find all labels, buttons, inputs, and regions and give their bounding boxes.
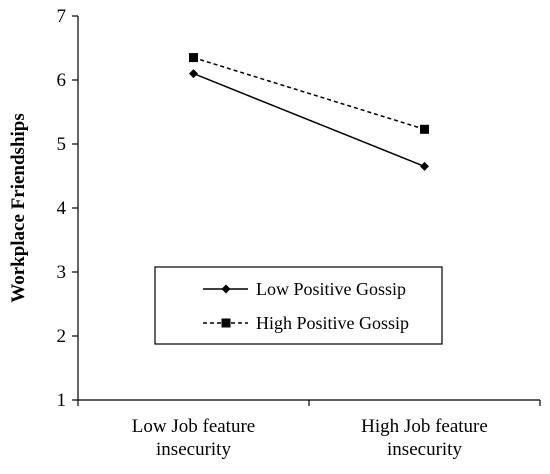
- y-tick-label: 1: [57, 390, 67, 411]
- data-point: [420, 161, 429, 171]
- data-point: [189, 69, 198, 79]
- y-tick-label: 7: [57, 6, 67, 27]
- series-2: [189, 53, 429, 134]
- y-tick-label: 5: [57, 134, 67, 155]
- x-tick-label: High Job feature insecurity: [361, 416, 488, 460]
- series-line: [193, 56, 425, 130]
- y-tick-label: 6: [57, 70, 67, 91]
- legend-marker: [221, 284, 231, 294]
- legend-label: High Positive Gossip: [256, 313, 409, 333]
- legend-marker: [221, 318, 231, 328]
- y-tick-label: 3: [57, 262, 67, 283]
- y-axis-label: Workplace Friendships: [8, 113, 29, 303]
- data-point: [189, 53, 198, 63]
- data-point: [420, 124, 429, 134]
- legend-box: [154, 266, 443, 345]
- x-tick-label-line: insecurity: [156, 439, 231, 460]
- x-tick-label-line: Low Job feature: [132, 416, 255, 437]
- series-layer: [189, 53, 429, 171]
- x-tick-label-line: insecurity: [387, 439, 462, 460]
- legend: Low Positive Gossip High Positive Gossip: [154, 266, 443, 345]
- y-tick-label: 2: [57, 326, 67, 347]
- x-tick-label: Low Job feature insecurity: [132, 416, 255, 460]
- series-line: [193, 72, 425, 168]
- series-1: [189, 69, 429, 171]
- legend-label: Low Positive Gossip: [256, 279, 406, 299]
- y-tick-label: 4: [57, 198, 67, 219]
- x-tick-label-line: High Job feature: [361, 416, 488, 437]
